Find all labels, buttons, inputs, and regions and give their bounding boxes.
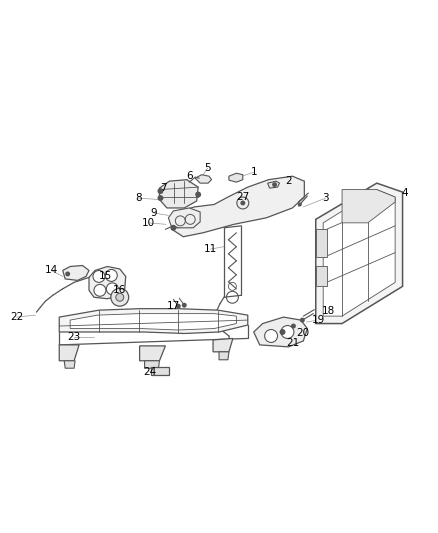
Polygon shape — [89, 266, 126, 299]
Circle shape — [106, 270, 117, 281]
Polygon shape — [63, 265, 89, 280]
Polygon shape — [70, 313, 237, 330]
Circle shape — [94, 285, 106, 296]
Text: 6: 6 — [186, 171, 193, 181]
Circle shape — [272, 182, 277, 187]
Text: 15: 15 — [99, 271, 113, 281]
Circle shape — [176, 304, 181, 309]
Circle shape — [106, 283, 118, 295]
Circle shape — [158, 188, 163, 194]
Polygon shape — [316, 183, 403, 324]
Polygon shape — [254, 317, 307, 347]
Circle shape — [281, 326, 294, 338]
Text: 19: 19 — [311, 315, 325, 325]
Polygon shape — [172, 176, 304, 237]
Text: 22: 22 — [10, 312, 23, 322]
Text: 17: 17 — [167, 301, 180, 311]
Polygon shape — [64, 361, 75, 368]
Circle shape — [291, 324, 296, 328]
Text: 4: 4 — [402, 188, 408, 198]
Circle shape — [65, 271, 70, 277]
Polygon shape — [159, 180, 198, 208]
Text: 1: 1 — [251, 167, 257, 177]
Text: 9: 9 — [150, 208, 157, 218]
Polygon shape — [59, 345, 79, 361]
Polygon shape — [151, 367, 170, 375]
Text: 24: 24 — [143, 367, 156, 377]
Circle shape — [182, 303, 187, 308]
Circle shape — [300, 318, 305, 322]
Text: 14: 14 — [45, 265, 58, 276]
Text: 20: 20 — [296, 328, 309, 338]
Circle shape — [170, 225, 177, 231]
Text: 10: 10 — [142, 218, 155, 228]
Text: 8: 8 — [135, 193, 141, 203]
Circle shape — [279, 329, 286, 335]
Text: 27: 27 — [236, 192, 249, 202]
Polygon shape — [316, 266, 327, 286]
Polygon shape — [229, 173, 243, 182]
Circle shape — [195, 191, 201, 198]
Polygon shape — [59, 309, 248, 334]
Circle shape — [93, 270, 105, 282]
Polygon shape — [213, 338, 233, 352]
Text: 18: 18 — [321, 306, 335, 316]
Polygon shape — [195, 175, 212, 183]
Text: 11: 11 — [204, 244, 217, 254]
Polygon shape — [219, 352, 229, 360]
Circle shape — [116, 293, 124, 301]
Circle shape — [240, 200, 245, 206]
Polygon shape — [168, 208, 200, 228]
Text: 23: 23 — [67, 332, 81, 342]
Circle shape — [111, 288, 129, 306]
Circle shape — [158, 195, 163, 201]
Text: 3: 3 — [322, 193, 329, 203]
Polygon shape — [268, 181, 279, 188]
Polygon shape — [323, 190, 395, 316]
Polygon shape — [140, 346, 166, 361]
Text: 5: 5 — [204, 163, 211, 173]
Text: 21: 21 — [286, 338, 299, 349]
Text: 2: 2 — [285, 176, 292, 186]
Polygon shape — [342, 190, 395, 223]
Text: 16: 16 — [113, 285, 127, 295]
Text: 7: 7 — [160, 183, 167, 193]
Polygon shape — [145, 361, 159, 368]
Circle shape — [265, 329, 278, 342]
Polygon shape — [316, 229, 327, 256]
Circle shape — [298, 203, 302, 206]
